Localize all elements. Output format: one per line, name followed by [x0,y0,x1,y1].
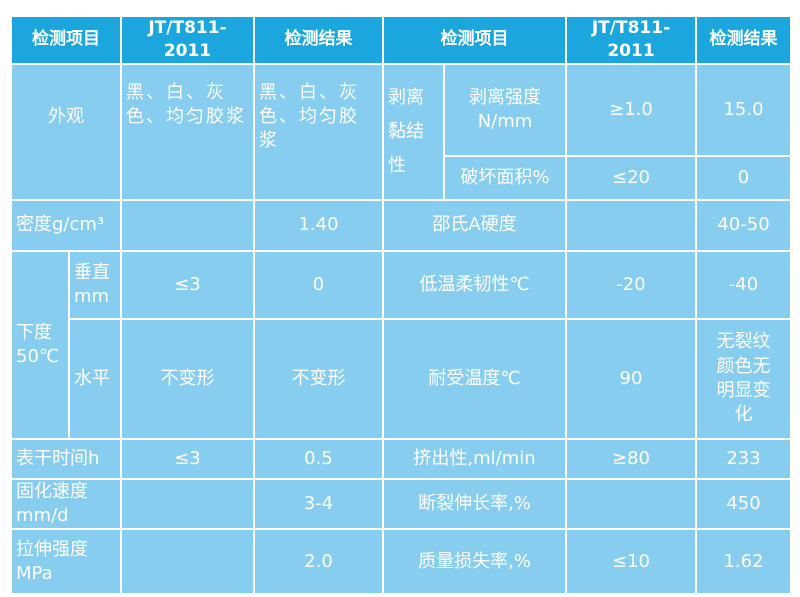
heat-result: 无裂纹颜色无明显变化 [695,317,792,440]
density-result: 1.40 [253,198,384,252]
appearance-result: 黑、白、灰色、均匀胶浆 [253,62,384,201]
table-row: 密度g/cm³ 1.40 邵氏A硬度 40-50 [10,198,792,252]
cure-standard [120,477,255,531]
header-standard: JT/T811-2011 [120,15,255,65]
mass-loss-item: 质量损失率,% [382,528,567,596]
header-row: 检测项目 JT/T811-2011 检测结果 检测项目 JT/T811-2011… [10,15,792,65]
tensile-standard [120,528,255,596]
damage-standard: ≤20 [565,154,697,201]
peel-group: 剥离黏结性 [382,62,445,201]
peel-strength-item: 剥离强度N/mm [443,62,567,157]
table-row: 固化速度mm/d 3-4 断裂伸长率,% 450 [10,477,792,531]
hardness-standard [565,198,697,252]
table-row: 破坏面积% ≤20 0 [11,154,792,201]
heat-item: 耐受温度℃ [382,317,567,440]
density-standard [120,198,255,252]
density-item: 密度g/cm³ [10,198,122,252]
header-result-2: 检测结果 [695,15,792,65]
hardness-item: 邵氏A硬度 [382,198,567,252]
tensile-result: 2.0 [253,528,384,596]
lowtemp-item: 低温柔韧性℃ [382,249,567,320]
vertical-standard: ≤3 [120,249,255,320]
vertical-item: 垂直mm [68,249,122,320]
lowtemp-result: -40 [695,249,792,320]
hardness-result: 40-50 [695,198,792,252]
cure-item: 固化速度mm/d [10,477,122,531]
table-row: 下度50℃ 垂直mm ≤3 0 低温柔韧性℃ -20 -40 [10,249,792,440]
header-item-2: 检测项目 [382,15,567,65]
vertical-result: 0 [253,249,384,320]
horizontal-item: 水平 [68,317,122,440]
elongation-result: 450 [695,477,792,531]
table-row: 拉伸强度MPa 2.0 质量损失率,% ≤10 1.62 [10,528,792,596]
sag-group: 下度50℃ [10,249,70,440]
mass-loss-standard: ≤10 [565,528,697,596]
lowtemp-standard: -20 [565,249,697,320]
header-standard-2: JT/T811-2011 [565,15,697,65]
header-result: 检测结果 [253,15,384,65]
heat-standard: 90 [565,317,697,440]
appearance-standard: 黑、白、灰色、均匀胶浆 [120,62,255,201]
cure-result: 3-4 [253,477,384,531]
horizontal-standard: 不变形 [120,317,255,440]
extrusion-result: 233 [695,437,792,480]
mass-loss-result: 1.62 [695,528,792,596]
table-row: 表干时间h ≤3 0.5 挤出性,ml/min ≥80 233 [10,437,792,480]
surface-dry-item: 表干时间h [10,437,122,480]
extrusion-item: 挤出性,ml/min [382,437,567,480]
elongation-standard [565,477,697,531]
header-item: 检测项目 [10,15,122,65]
damage-result: 0 [695,154,792,201]
damage-item: 破坏面积% [443,154,567,201]
peel-strength-standard: ≥1.0 [565,62,697,157]
table-row: 水平 不变形 不变形 耐受温度℃ 90 无裂纹颜色无明显变化 [11,317,792,440]
surface-dry-standard: ≤3 [120,437,255,480]
extrusion-standard: ≥80 [565,437,697,480]
table-row: 外观 黑、白、灰色、均匀胶浆 黑、白、灰色、均匀胶浆 剥离黏结性 剥离强度N/m… [10,62,792,201]
spec-table: 检测项目 JT/T811-2011 检测结果 检测项目 JT/T811-2011… [10,15,792,596]
peel-strength-result: 15.0 [695,62,792,157]
surface-dry-result: 0.5 [253,437,384,480]
horizontal-result: 不变形 [253,317,384,440]
tensile-item: 拉伸强度MPa [10,528,122,596]
appearance-item: 外观 [10,62,122,201]
elongation-item: 断裂伸长率,% [382,477,567,531]
